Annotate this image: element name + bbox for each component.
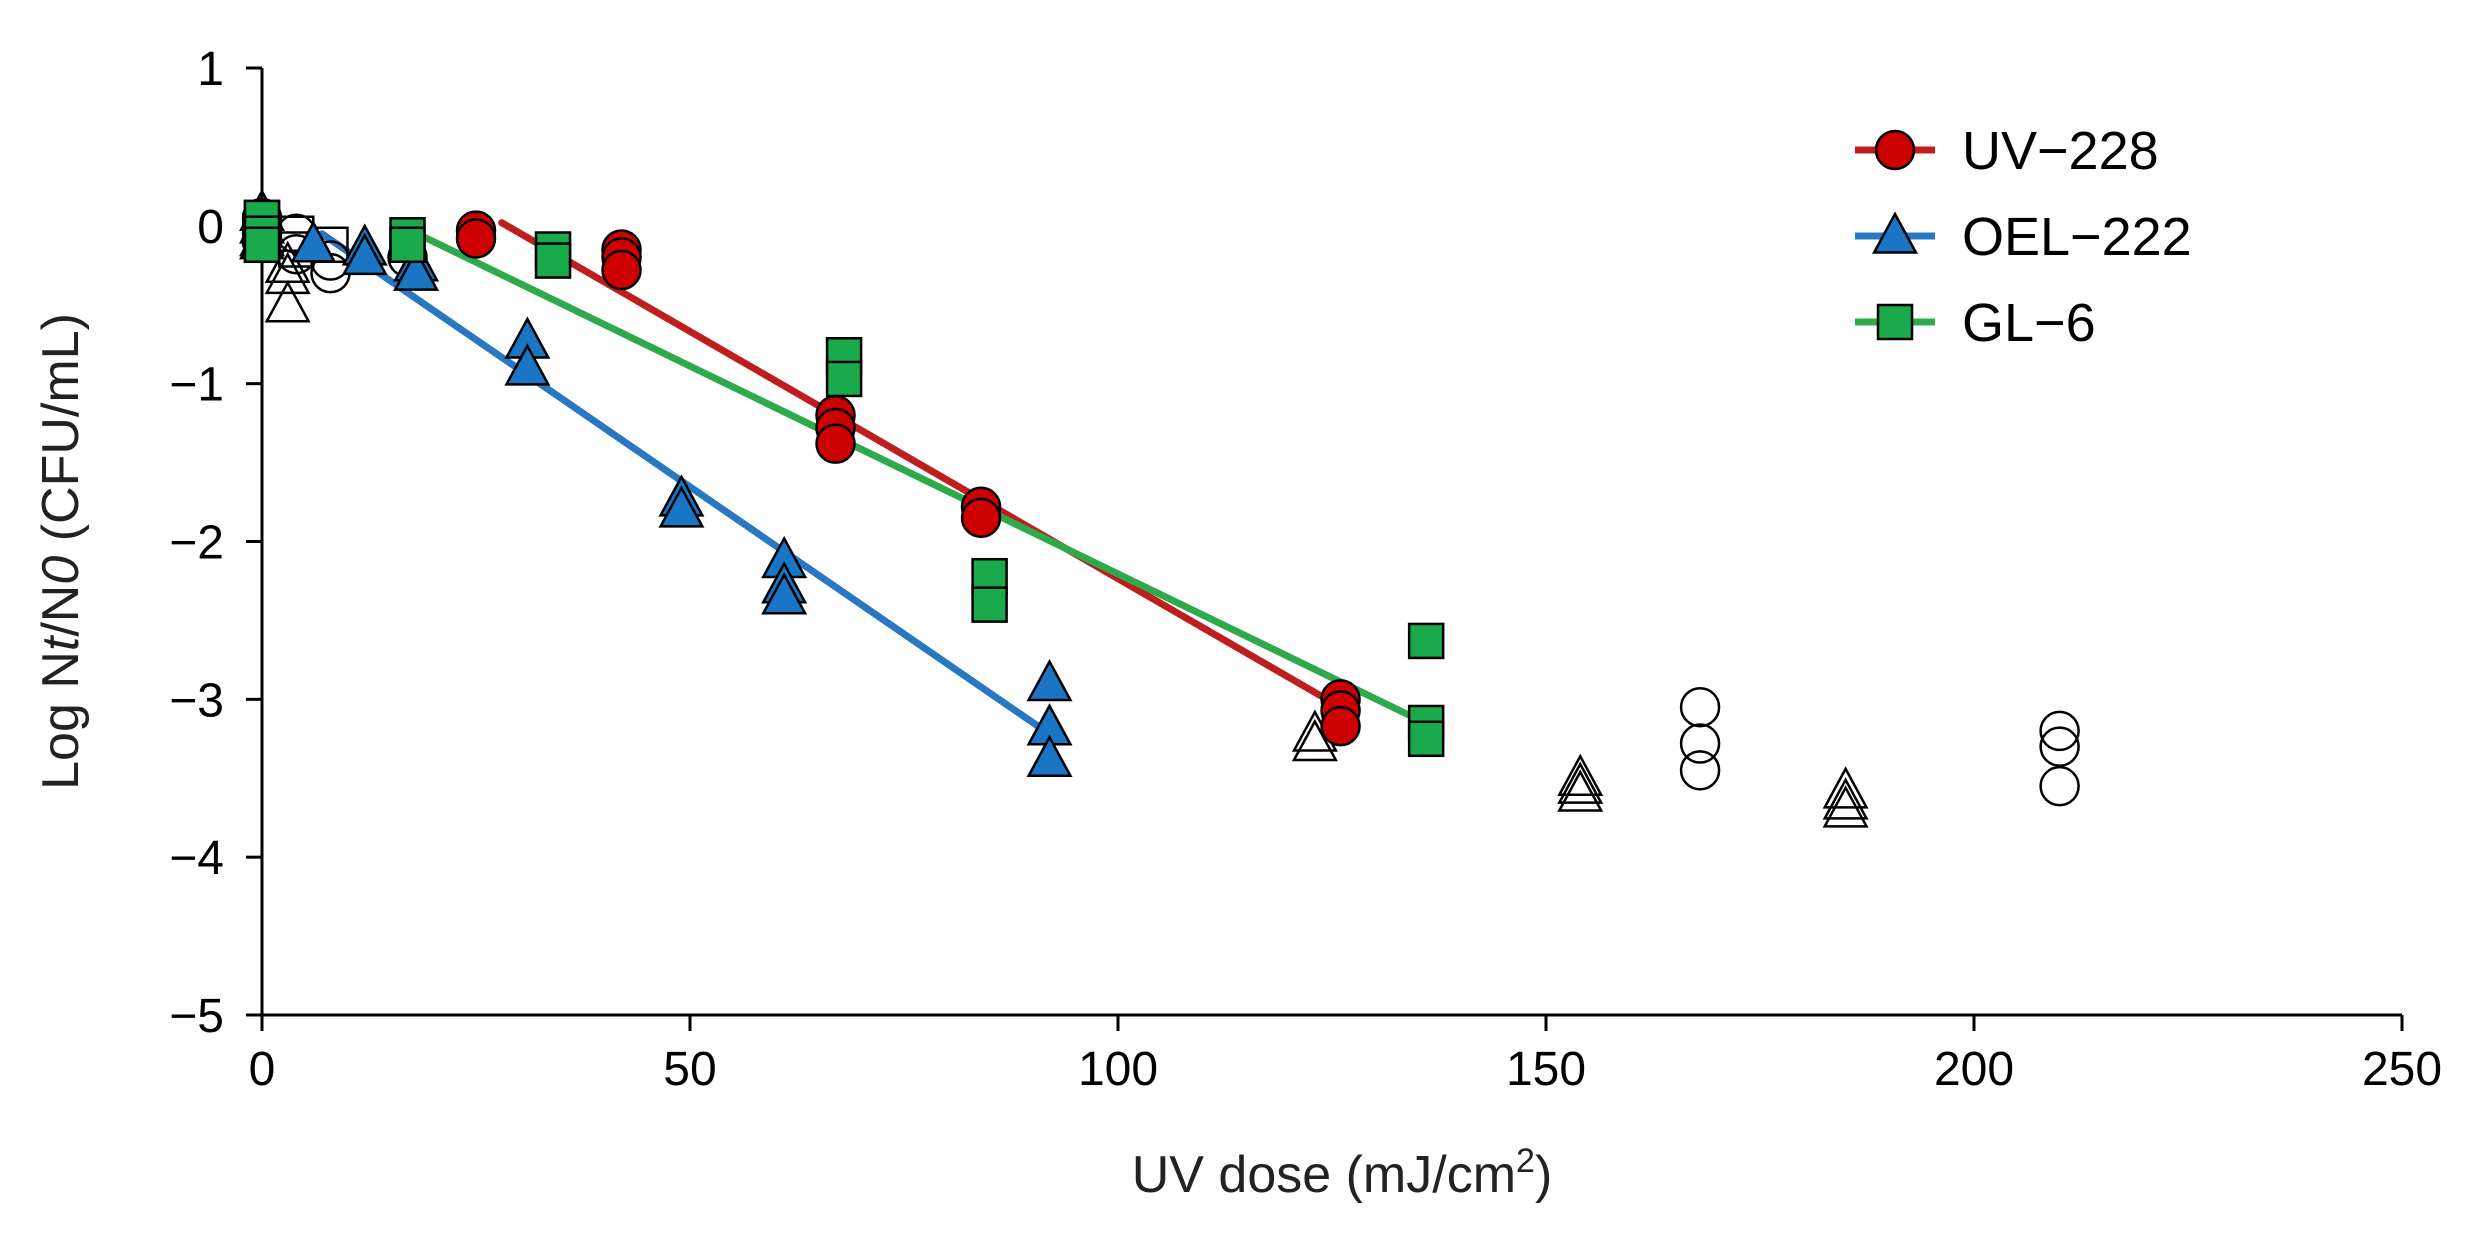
x-tick-label: 200 <box>1934 1043 2014 1096</box>
fit-line-gl-6 <box>404 225 1413 719</box>
data-point-triangle-open <box>1822 777 1869 820</box>
markers <box>238 188 2080 828</box>
data-point-circle <box>455 218 497 259</box>
y-ticks: 1 0 −1 −2 −3 −4 −5 <box>169 43 262 1043</box>
fit-lines <box>318 219 1413 738</box>
data-point-triangle-open <box>264 251 311 295</box>
data-point-circle-open <box>2039 710 2080 752</box>
data-point-circle <box>960 497 1002 539</box>
data-point-triangle <box>658 485 705 528</box>
data-point-circle <box>601 249 642 291</box>
series-gl-6 <box>243 199 1445 758</box>
series-uv-228 <box>241 197 1361 747</box>
data-point-triangle-open <box>264 280 311 323</box>
data-point-triangle <box>341 232 388 276</box>
data-point-triangle <box>504 343 551 386</box>
y-tick-label: 1 <box>197 43 224 96</box>
legend-item: UV−228 <box>1855 121 2159 181</box>
data-point-triangle <box>1026 734 1073 778</box>
data-point-triangle-open <box>1557 753 1604 796</box>
data-point-triangle-open <box>1291 718 1338 762</box>
y-tick-label: −5 <box>169 990 224 1043</box>
x-tick-label: 250 <box>2362 1043 2442 1096</box>
data-point-square <box>243 226 281 264</box>
data-point-circle-open <box>1679 686 1721 728</box>
data-point-square <box>1407 622 1445 660</box>
legend-label: OEL−222 <box>1962 207 2192 267</box>
legend-marker-circle <box>1874 129 1916 171</box>
data-point-square <box>389 226 426 264</box>
x-ticks: 0 50 100 150 200 250 <box>249 1015 2442 1096</box>
series-open-circles <box>241 205 2080 807</box>
data-point-square <box>825 360 863 398</box>
data-point-circle-open <box>2039 765 2080 807</box>
legend-item: OEL−222 <box>1855 207 2192 267</box>
x-tick-label: 0 <box>249 1043 276 1096</box>
x-axis-title-superscript: 2 <box>1516 1142 1535 1180</box>
data-point-circle <box>815 423 856 464</box>
data-point-triangle <box>1026 658 1073 702</box>
data-point-square <box>534 242 572 279</box>
legend-item: GL−6 <box>1855 293 2096 353</box>
legend: UV−228 OEL−222 GL−6 <box>1855 121 2192 353</box>
y-tick-label: −3 <box>169 674 224 727</box>
x-tick-label: 100 <box>1078 1043 1158 1096</box>
legend-marker-square <box>1876 303 1914 341</box>
y-tick-label: −2 <box>169 517 224 570</box>
data-point-triangle <box>290 220 337 263</box>
x-tick-label: 50 <box>663 1043 716 1096</box>
axes: 0 50 100 150 200 250 1 0 −1 −2 −3 −4 −5 <box>169 43 2442 1096</box>
x-axis-title: UV dose (mJ/cm2) <box>1132 1142 1553 1204</box>
y-tick-label: −1 <box>169 359 224 412</box>
x-tick-label: 150 <box>1506 1043 1586 1096</box>
legend-label: GL−6 <box>1962 293 2096 353</box>
data-point-triangle <box>761 572 808 615</box>
data-point-triangle-open <box>1822 785 1869 828</box>
data-point-square <box>971 586 1008 623</box>
y-tick-label: −4 <box>169 832 224 885</box>
legend-marker-triangle <box>1871 211 1919 254</box>
y-axis-title: Log Nt/N0 (CFU/mL) <box>32 313 90 790</box>
data-point-square <box>1407 720 1445 758</box>
legend-label: UV−228 <box>1962 121 2159 181</box>
data-point-triangle <box>393 248 440 291</box>
data-point-triangle-open <box>1557 769 1604 812</box>
data-point-triangle-open <box>1557 761 1604 804</box>
data-point-circle-open <box>2039 726 2080 767</box>
fit-line-uv-228 <box>498 219 1345 711</box>
data-point-triangle-open <box>1822 766 1869 809</box>
y-tick-label: 0 <box>197 201 224 254</box>
data-point-circle-open <box>1679 750 1721 791</box>
data-point-circle-open <box>1679 723 1721 764</box>
data-point-circle <box>1320 705 1361 747</box>
